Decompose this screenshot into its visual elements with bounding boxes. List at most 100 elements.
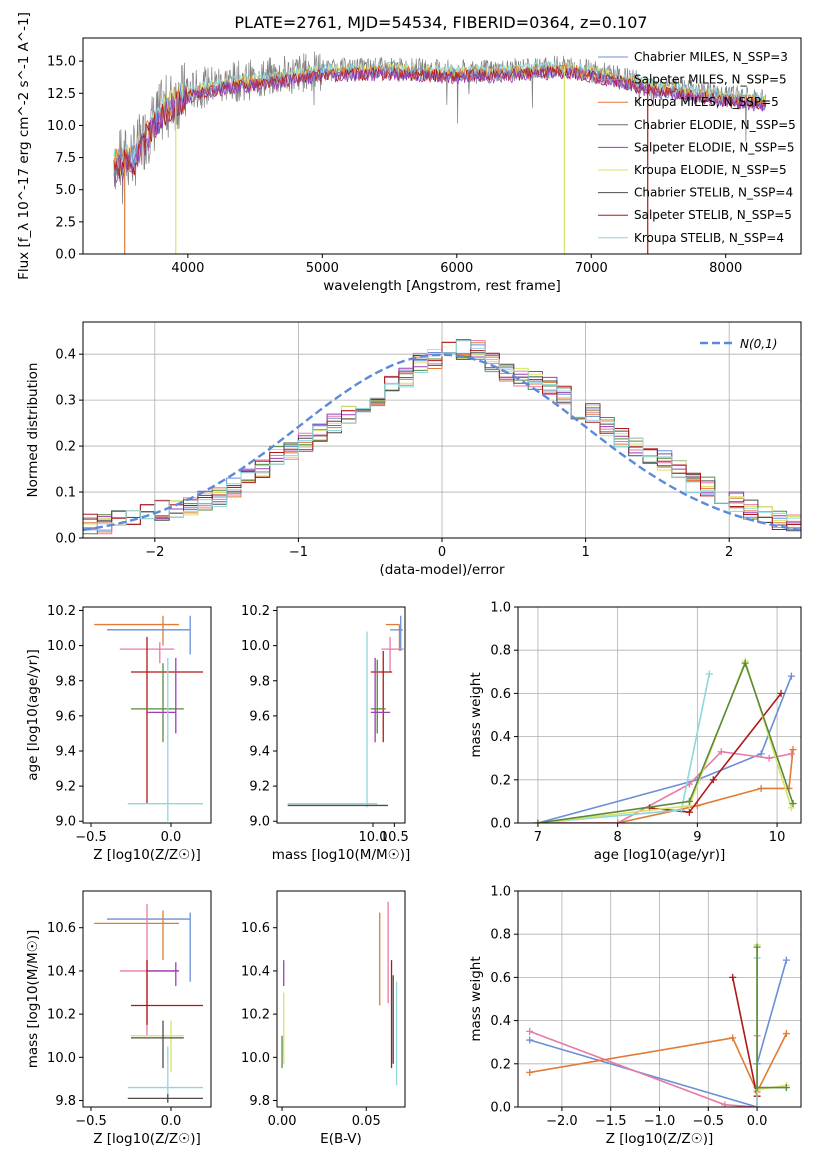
errorbar-point: [385, 623, 401, 651]
y-tick-label: 0.2: [55, 440, 76, 455]
y-tick-label: 9.8: [55, 1094, 76, 1109]
legend-entry-label: Chabrier ELODIE, N_SSP=5: [634, 118, 796, 132]
data-point-marker: [729, 1034, 737, 1042]
legend-entry-label: Salpeter MILES, N_SSP=5: [634, 73, 787, 87]
x-tick-label: 0.05: [352, 1114, 381, 1129]
x-tick-label: 5000: [306, 261, 339, 276]
y-tick-label: 0.0: [55, 532, 76, 547]
y-tick-label: 9.0: [249, 815, 270, 830]
panel-mass_vs_EBV: 0.00 0.05 9.8 10.0 10.2 10.4 10.6 E(B-V): [241, 890, 406, 1147]
errorbar-point: [127, 1046, 203, 1103]
y-tick-label: 0.8: [490, 928, 511, 943]
errorbar-point: [381, 636, 404, 672]
x-axis-label: (data-model)/error: [379, 562, 505, 578]
y-tick-label: 7.5: [55, 151, 76, 166]
series-line: [731, 977, 758, 1097]
y-tick-label: 15.0: [47, 55, 76, 70]
x-tick-label: 8: [614, 830, 622, 845]
plot-content: [281, 901, 398, 1086]
panel-mass_vs_Z: −0.5 0.0 9.8 10.0 10.2 10.4 10.6 Z [log10(Z/Z☉)…: [25, 890, 212, 1147]
y-tick-label: 0.4: [490, 1014, 511, 1029]
data-point-marker: [729, 973, 737, 981]
data-point-marker: [526, 1027, 534, 1035]
y-tick-label: 10.0: [47, 639, 76, 654]
plot-area: [277, 891, 405, 1107]
plot-content: [518, 607, 801, 823]
plot-content: [94, 903, 203, 1103]
plot-content: [518, 891, 801, 1107]
data-point-marker: [782, 1084, 790, 1092]
x-axis-label: E(B-V): [320, 1131, 362, 1147]
y-axis-label: Normed distribution: [25, 363, 41, 498]
errorbar-point: [147, 962, 179, 987]
y-axis-label: mass weight: [468, 672, 484, 757]
mass-weight-series: [526, 1030, 790, 1096]
axes-frame: [517, 606, 802, 824]
x-tick-label: 0: [438, 545, 446, 560]
errorbar-point: [131, 1020, 184, 1069]
errorbar-point: [127, 1094, 203, 1103]
legend-entry-label: Kroupa ELODIE, N_SSP=5: [634, 163, 787, 177]
x-tick-label: 10: [769, 830, 786, 845]
y-tick-label: 10.0: [47, 1051, 76, 1066]
x-tick-label: 4000: [171, 261, 204, 276]
x-tick-label: −2: [145, 545, 164, 560]
x-axis-label: Z [log10(Z/Z☉)]: [606, 1131, 714, 1147]
y-tick-label: 9.0: [55, 815, 76, 830]
y-tick-label: 0.8: [490, 644, 511, 659]
x-tick-label: 7000: [575, 261, 608, 276]
x-tick-label: −0.5: [75, 1114, 107, 1129]
histogram-step-line: [83, 339, 801, 530]
data-point-marker: [753, 1084, 761, 1092]
y-tick-label: 0.4: [55, 348, 76, 363]
data-point-marker: [721, 1101, 729, 1107]
histogram-step-line: [83, 340, 801, 531]
errorbar-point: [390, 615, 403, 651]
data-point-marker: [717, 748, 725, 756]
y-tick-label: 0.6: [490, 687, 511, 702]
data-point-marker: [757, 784, 765, 792]
errorbar-point: [94, 910, 179, 961]
y-tick-label: 0.2: [490, 773, 511, 788]
x-tick-label: 0.0: [161, 1114, 182, 1129]
data-point-marker: [765, 754, 773, 762]
panel-spectrum: 4000 5000 6000 7000 8000 0.0 2.5 5.0 7.5 10.0 12.5…: [16, 12, 802, 294]
y-tick-label: 9.6: [249, 709, 270, 724]
panel-mass_weight_vs_Z: −2.0 −1.5 −1.0 −0.5 0.0 0.0 0.2 0.4 0.6 0.8 1.0 Z […: [468, 885, 802, 1147]
data-point-marker: [782, 956, 790, 964]
y-axis-label: age [log10(age/yr)]: [25, 649, 41, 781]
axes-frame: [82, 606, 212, 824]
x-tick-label: 2: [725, 545, 733, 560]
x-axis-label: wavelength [Angstrom, rest frame]: [323, 278, 561, 294]
y-tick-label: 0.0: [490, 1101, 511, 1116]
errorbar-point: [370, 659, 386, 734]
y-axis-label: mass [log10(M/M☉)]: [25, 930, 41, 1069]
x-tick-label: 10.5: [380, 830, 409, 845]
y-tick-label: 9.8: [249, 1094, 270, 1109]
y-tick-label: 2.5: [55, 215, 76, 230]
x-tick-label: −0.5: [693, 1114, 725, 1129]
x-tick-label: 0.0: [747, 1114, 768, 1129]
x-tick-label: 0.0: [161, 830, 182, 845]
data-point-marker: [709, 776, 717, 784]
y-tick-label: 0.3: [55, 394, 76, 409]
data-point-marker: [614, 819, 622, 823]
y-tick-label: 0.1: [55, 486, 76, 501]
axes-frame: [82, 37, 802, 255]
data-point-marker: [782, 1030, 790, 1038]
x-tick-label: 1: [581, 545, 589, 560]
y-tick-label: 0.4: [490, 730, 511, 745]
model-spectrum-line: [113, 66, 766, 184]
legend-entry-label: Chabrier STELIB, N_SSP=4: [634, 186, 793, 200]
legend-entry-label: Kroupa STELIB, N_SSP=4: [634, 231, 784, 245]
series-line: [537, 660, 794, 823]
data-point-marker: [787, 672, 795, 680]
y-tick-label: 5.0: [55, 183, 76, 198]
data-point-marker: [753, 1103, 761, 1107]
y-tick-label: 9.8: [249, 674, 270, 689]
data-point-marker: [685, 797, 693, 805]
x-tick-label: 6000: [440, 261, 473, 276]
x-tick-label: 7: [534, 830, 542, 845]
axes-frame: [517, 890, 802, 1108]
